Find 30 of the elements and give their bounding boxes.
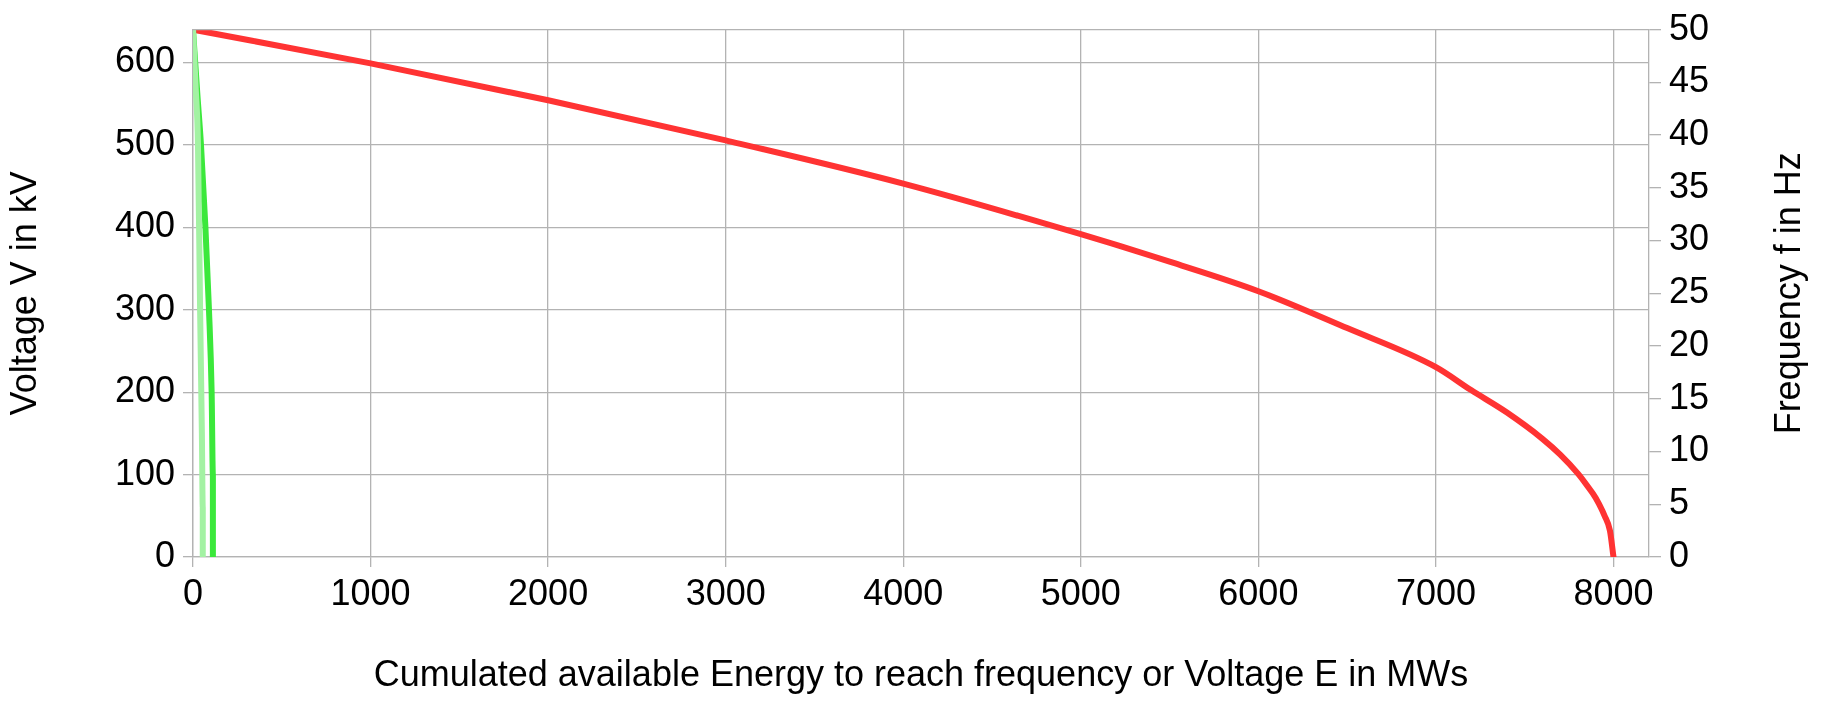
y-tick-label: 200 [114,369,175,411]
y2-tick-label: 50 [1669,6,1710,48]
x-tick-label: 1000 [330,571,411,613]
y-axis-title: Voltage V in kV [2,171,44,416]
x-tick-label: 4000 [863,571,944,613]
y2-tick-label: 35 [1669,164,1710,206]
x-axis-title: Cumulated available Energy to reach frequency or Voltage E in MWs [373,653,1469,695]
y2-tick-label: 10 [1669,428,1710,470]
y-tick-label: 500 [114,121,175,163]
y2-axis-title: Frequency f in Hz [1766,152,1808,435]
y-tick-label: 600 [114,39,175,81]
y2-tick-label: 20 [1669,322,1710,364]
x-tick-label: 5000 [1040,571,1121,613]
y-tick-label: 0 [154,533,175,575]
y2-tick-label: 40 [1669,112,1710,153]
y2-tick-label: 30 [1669,217,1710,259]
y2-tick-label: 15 [1669,375,1710,417]
y2-tick-label: 5 [1669,481,1690,523]
x-tick-label: 0 [182,571,204,613]
y2-tick-label: 25 [1669,270,1710,312]
x-tick-label: 3000 [685,571,766,613]
y-tick-label: 300 [114,286,175,328]
y2-tick-label: 45 [1669,59,1710,101]
x-tick-label: 7000 [1395,571,1476,613]
y-tick-label: 400 [114,204,175,246]
x-tick-label: 2000 [508,571,589,613]
y2-tick-label: 0 [1669,533,1690,575]
x-tick-label: 8000 [1573,571,1654,613]
y-tick-label: 100 [114,451,175,493]
x-tick-label: 6000 [1218,571,1299,613]
